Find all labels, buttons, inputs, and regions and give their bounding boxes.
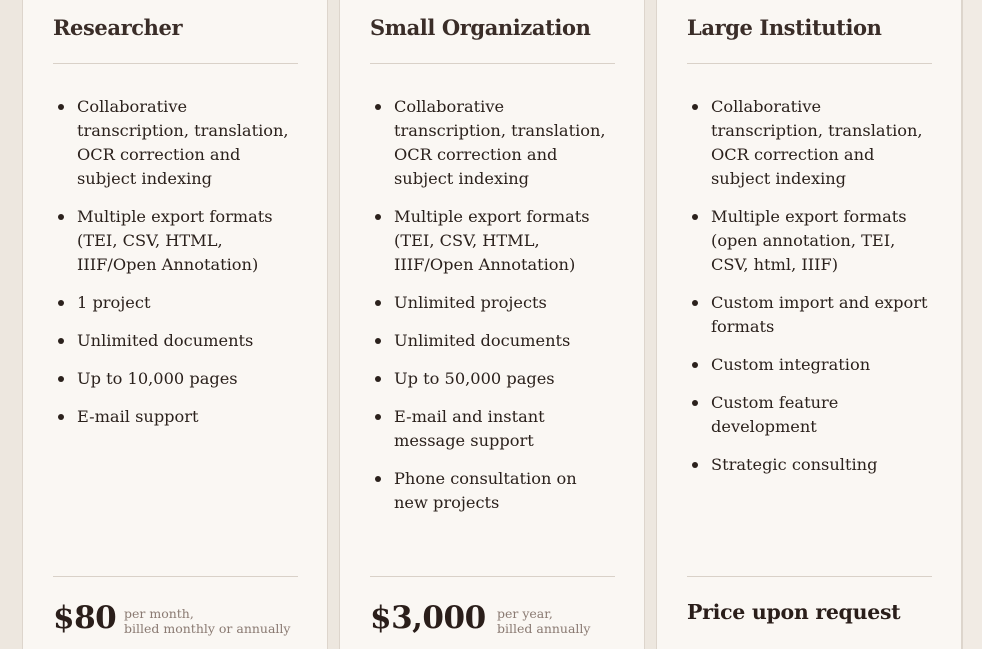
bullet-icon: [375, 338, 381, 344]
feature-item: Custom integration: [687, 353, 932, 377]
bullet-icon: [375, 300, 381, 306]
bullet-icon: [375, 376, 381, 382]
divider: [53, 576, 298, 577]
bullet-icon: [692, 300, 698, 306]
divider: [53, 63, 298, 64]
feature-item: Collaborative transcription, translation…: [370, 95, 615, 191]
feature-item: Multiple export formats (open annotation…: [687, 205, 932, 277]
bullet-icon: [692, 362, 698, 368]
feature-item: Up to 10,000 pages: [53, 367, 298, 391]
next-card-edge: [962, 0, 982, 649]
price-amount: $3,000: [370, 600, 486, 636]
bullet-icon: [58, 104, 64, 110]
bullet-icon: [692, 104, 698, 110]
feature-item: Unlimited documents: [53, 329, 298, 353]
plan-card-researcher: Researcher Collaborative transcription, …: [22, 0, 328, 649]
feature-item: Collaborative transcription, translation…: [687, 95, 932, 191]
plan-card-large-institution: Large Institution Collaborative transcri…: [656, 0, 962, 649]
bullet-icon: [692, 462, 698, 468]
price-amount: $80: [53, 600, 117, 636]
bullet-icon: [58, 414, 64, 420]
feature-item: Phone consultation on new projects: [370, 467, 615, 515]
divider: [370, 63, 615, 64]
bullet-icon: [375, 414, 381, 420]
plan-title: Researcher: [53, 15, 183, 40]
divider: [370, 576, 615, 577]
feature-item: Custom import and export formats: [687, 291, 932, 339]
bullet-icon: [58, 300, 64, 306]
price-note: per month, billed monthly or annually: [124, 606, 291, 636]
bullet-icon: [58, 376, 64, 382]
plan-title: Large Institution: [687, 15, 882, 40]
feature-item: Multiple export formats (TEI, CSV, HTML,…: [53, 205, 298, 277]
feature-item: 1 project: [53, 291, 298, 315]
feature-list: Collaborative transcription, translation…: [370, 95, 615, 529]
feature-item: Unlimited documents: [370, 329, 615, 353]
feature-item: E-mail and instant message support: [370, 405, 615, 453]
bullet-icon: [692, 214, 698, 220]
plan-title: Small Organization: [370, 15, 591, 40]
feature-list: Collaborative transcription, translation…: [53, 95, 298, 443]
feature-item: Collaborative transcription, translation…: [53, 95, 298, 191]
feature-item: Up to 50,000 pages: [370, 367, 615, 391]
bullet-icon: [375, 476, 381, 482]
feature-list: Collaborative transcription, translation…: [687, 95, 932, 491]
bullet-icon: [375, 104, 381, 110]
divider: [687, 576, 932, 577]
divider: [687, 63, 932, 64]
feature-item: Unlimited projects: [370, 291, 615, 315]
bullet-icon: [692, 400, 698, 406]
price-request: Price upon request: [687, 600, 901, 624]
feature-item: E-mail support: [53, 405, 298, 429]
plan-card-small-organization: Small Organization Collaborative transcr…: [339, 0, 645, 649]
price-note: per year, billed annually: [497, 606, 591, 636]
feature-item: Custom feature development: [687, 391, 932, 439]
bullet-icon: [58, 214, 64, 220]
bullet-icon: [375, 214, 381, 220]
bullet-icon: [58, 338, 64, 344]
feature-item: Multiple export formats (TEI, CSV, HTML,…: [370, 205, 615, 277]
feature-item: Strategic consulting: [687, 453, 932, 477]
